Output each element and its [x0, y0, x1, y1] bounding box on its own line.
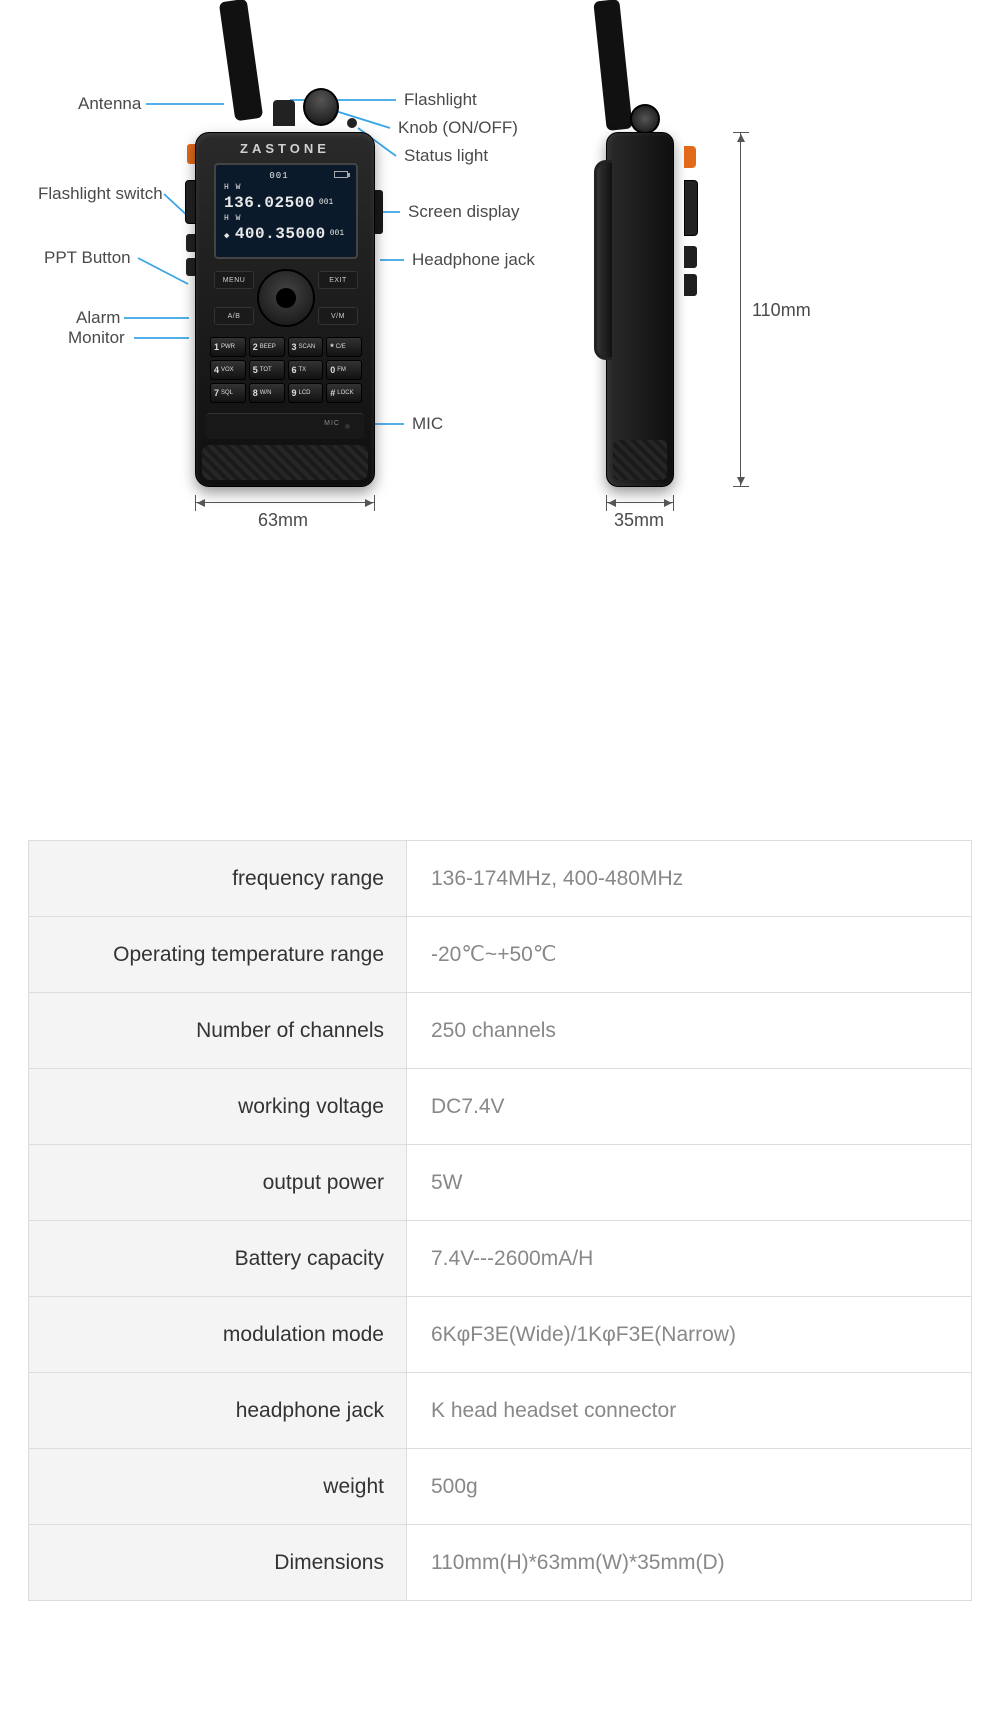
- ptt-button-side: [684, 180, 698, 236]
- radio-body-side: [606, 132, 674, 487]
- callout-flashlight: Flashlight: [404, 90, 477, 110]
- dpad: [257, 269, 315, 327]
- table-row: working voltage DC7.4V: [29, 1069, 972, 1145]
- exit-button: EXIT: [318, 271, 358, 289]
- table-row: weight500g: [29, 1449, 972, 1525]
- spec-value: -20℃~+50℃: [407, 917, 972, 993]
- flashlight-switch-side: [684, 146, 696, 168]
- flashlight-knob: [273, 100, 295, 126]
- spec-value: 500g: [407, 1449, 972, 1525]
- spec-value: 7.4V---2600mA/H: [407, 1221, 972, 1297]
- spec-value: 5W: [407, 1145, 972, 1221]
- screen-tag2: H W: [224, 214, 348, 224]
- power-knob-side: [630, 104, 660, 134]
- key-1: 1PWR: [210, 337, 246, 357]
- spec-value: 136-174MHz, 400-480MHz: [407, 841, 972, 917]
- table-row: headphone jackK head headset connector: [29, 1373, 972, 1449]
- mic-label: MIC: [324, 420, 340, 427]
- screen-freq1: 136.02500: [224, 194, 315, 212]
- spec-label: modulation mode: [29, 1297, 407, 1373]
- key-2: 2BEEP: [249, 337, 285, 357]
- table-row: Battery capacity7.4V---2600mA/H: [29, 1221, 972, 1297]
- key-4: 4VOX: [210, 360, 246, 380]
- menu-button: MENU: [214, 271, 254, 289]
- spec-label: weight: [29, 1449, 407, 1525]
- status-light: [347, 118, 357, 128]
- spec-table: frequency range136-174MHz, 400-480MHzOpe…: [28, 840, 972, 1601]
- callout-lines: [0, 0, 1000, 680]
- radio-body-front: ZASTONE 001 H W 136.02500001 H W ◆ 400.3…: [195, 132, 375, 487]
- antenna: [219, 0, 263, 121]
- screen-channel: 001: [224, 171, 348, 183]
- callout-screen-display: Screen display: [408, 202, 520, 222]
- belt-clip: [594, 160, 612, 360]
- key-6: 6TX: [288, 360, 324, 380]
- product-diagram: Antenna Flashlight switch PPT Button Ala…: [0, 0, 1000, 680]
- monitor-button-side: [684, 274, 697, 296]
- screen-freq2: 400.35000: [235, 225, 326, 243]
- callout-flashlight-switch: Flashlight switch: [38, 184, 163, 204]
- keypad: 1PWR2BEEP3SCAN*C/E 4VOX5TOT6TX0FM 7SQL8W/N…: [210, 337, 362, 403]
- spec-label: working voltage: [29, 1069, 407, 1145]
- table-row: frequency range136-174MHz, 400-480MHz: [29, 841, 972, 917]
- table-row: output power5W: [29, 1145, 972, 1221]
- mic-hole: [345, 424, 350, 429]
- table-row: Operating temperature range-20℃~+50℃: [29, 917, 972, 993]
- key-*: *C/E: [326, 337, 362, 357]
- callout-knob: Knob (ON/OFF): [398, 118, 518, 138]
- vm-button: V/M: [318, 307, 358, 325]
- dim-height: [740, 132, 752, 487]
- grip-texture: [202, 445, 368, 480]
- key-3: 3SCAN: [288, 337, 324, 357]
- spec-label: Number of channels: [29, 993, 407, 1069]
- key-8: 8W/N: [249, 383, 285, 403]
- key-#: #LOCK: [326, 383, 362, 403]
- dim-side-depth-label: 35mm: [614, 510, 664, 531]
- nav-pad: MENU EXIT A/B V/M: [214, 267, 358, 331]
- callout-monitor: Monitor: [68, 328, 125, 348]
- alarm-button-side: [684, 246, 697, 268]
- spec-label: headphone jack: [29, 1373, 407, 1449]
- spec-label: Battery capacity: [29, 1221, 407, 1297]
- power-knob: [303, 88, 339, 126]
- spec-value: 110mm(H)*63mm(W)*35mm(D): [407, 1525, 972, 1601]
- callout-alarm: Alarm: [76, 308, 120, 328]
- table-row: Dimensions110mm(H)*63mm(W)*35mm(D): [29, 1525, 972, 1601]
- key-9: 9LCD: [288, 383, 324, 403]
- spec-value: 6KφF3E(Wide)/1KφF3E(Narrow): [407, 1297, 972, 1373]
- antenna-side: [593, 0, 632, 131]
- callout-mic: MIC: [412, 414, 443, 434]
- spec-value: K head headset connector: [407, 1373, 972, 1449]
- dim-front-width-label: 63mm: [258, 510, 308, 531]
- grip-side: [613, 440, 667, 480]
- callout-status-light: Status light: [404, 146, 488, 166]
- callout-ppt-button: PPT Button: [44, 248, 131, 268]
- radio-front-view: ZASTONE 001 H W 136.02500001 H W ◆ 400.3…: [195, 60, 375, 510]
- ab-button: A/B: [214, 307, 254, 325]
- screen-display: 001 H W 136.02500001 H W ◆ 400.35000001: [214, 163, 358, 259]
- mic-panel: MIC: [206, 413, 364, 439]
- spec-label: Dimensions: [29, 1525, 407, 1601]
- spec-label: frequency range: [29, 841, 407, 917]
- spec-label: output power: [29, 1145, 407, 1221]
- radio-side-view: [590, 60, 690, 510]
- key-7: 7SQL: [210, 383, 246, 403]
- page-container: Antenna Flashlight switch PPT Button Ala…: [0, 0, 1000, 1601]
- table-row: modulation mode6KφF3E(Wide)/1KφF3E(Narro…: [29, 1297, 972, 1373]
- dim-height-label: 110mm: [752, 300, 811, 321]
- brand-label: ZASTONE: [196, 141, 374, 156]
- spec-value: 250 channels: [407, 993, 972, 1069]
- key-5: 5TOT: [249, 360, 285, 380]
- battery-icon: [334, 171, 348, 178]
- spec-label: Operating temperature range: [29, 917, 407, 993]
- spec-value: DC7.4V: [407, 1069, 972, 1145]
- table-row: Number of channels250 channels: [29, 993, 972, 1069]
- callout-headphone-jack: Headphone jack: [412, 250, 535, 270]
- key-0: 0FM: [326, 360, 362, 380]
- screen-tag1: H W: [224, 183, 348, 193]
- callout-antenna: Antenna: [78, 94, 141, 114]
